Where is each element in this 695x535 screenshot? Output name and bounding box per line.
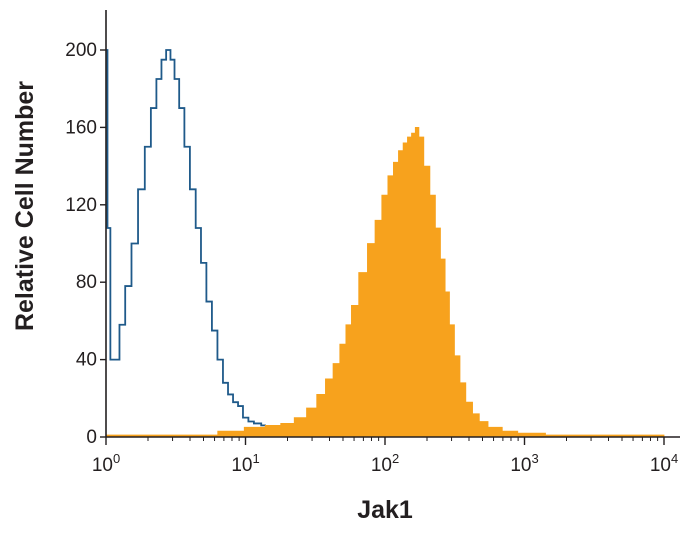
x-tick-label: 104	[650, 451, 678, 476]
y-tick-label: 80	[76, 272, 97, 293]
axis-layer	[105, 10, 680, 438]
series-filled-histogram	[105, 127, 665, 438]
y-tick-label: 40	[76, 350, 97, 371]
y-tick-label: 160	[65, 117, 97, 138]
x-tick-label: 102	[371, 451, 399, 476]
tick-layer: 0 40 80 120 160 200 100 101 102 103 104	[65, 40, 678, 476]
series-outline-histogram	[106, 49, 266, 427]
y-tick-label: 0	[86, 427, 97, 448]
x-tick-label: 100	[92, 451, 120, 476]
x-tick-label: 103	[510, 451, 538, 476]
x-tick-label: 101	[231, 451, 259, 476]
y-axis-title: Relative Cell Number	[11, 81, 39, 331]
y-tick-label: 200	[65, 40, 97, 61]
series-layer	[105, 49, 665, 438]
y-tick-label: 120	[65, 195, 97, 216]
x-axis-title: Jak1	[357, 496, 413, 524]
